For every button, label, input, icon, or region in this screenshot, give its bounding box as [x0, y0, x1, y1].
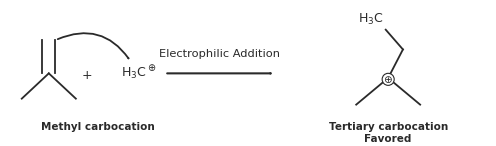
Text: Favored: Favored	[365, 134, 412, 144]
Text: Electrophilic Addition: Electrophilic Addition	[159, 49, 280, 59]
Text: $\oplus$: $\oplus$	[147, 62, 156, 73]
Text: +: +	[81, 69, 92, 82]
Text: Methyl carbocation: Methyl carbocation	[41, 122, 155, 132]
Text: $\oplus$: $\oplus$	[383, 74, 393, 85]
FancyArrowPatch shape	[167, 73, 271, 74]
FancyArrowPatch shape	[58, 33, 128, 58]
Text: Tertiary carbocation: Tertiary carbocation	[328, 122, 448, 132]
Text: H$_3$C: H$_3$C	[121, 66, 147, 81]
Text: H$_3$C: H$_3$C	[358, 12, 383, 27]
